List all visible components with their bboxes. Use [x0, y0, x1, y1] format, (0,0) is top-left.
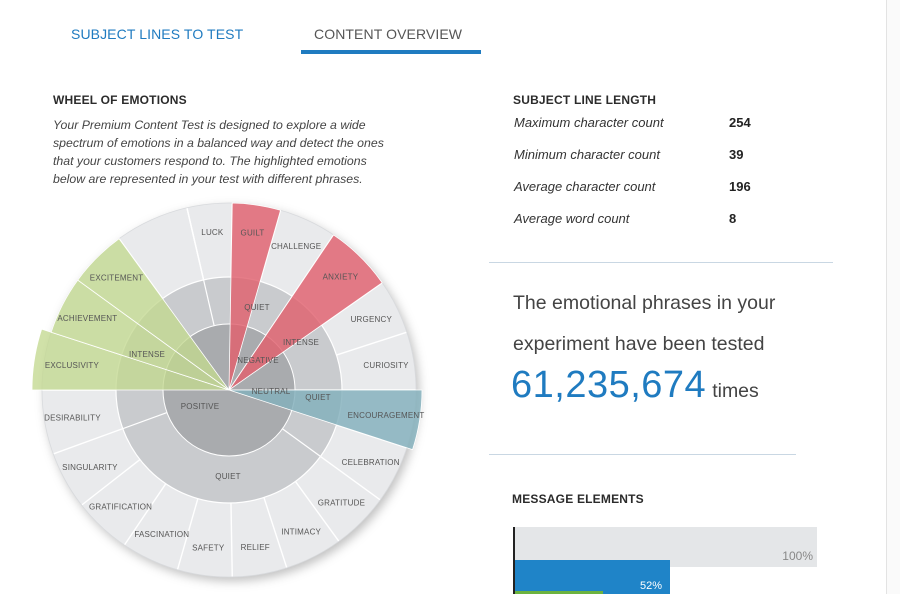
tab-bar: SUBJECT LINES TO TEST CONTENT OVERVIEW	[0, 0, 900, 60]
wheel-sector-divider	[176, 498, 199, 570]
bar-axis	[513, 527, 515, 594]
wheel-description-line: that your customers respond to. The high…	[53, 154, 367, 168]
stat-row-avg-words: Average word count 8	[514, 211, 774, 231]
bar-blue-label: 52%	[639, 580, 662, 592]
wheel-sector-divider	[336, 331, 408, 356]
wheel-sector-divider	[294, 481, 340, 542]
wheel-sector-divider	[81, 459, 141, 506]
stat-label: Minimum character count	[514, 147, 660, 162]
wheel-middle-divider	[202, 279, 215, 326]
highlight-wedge-anxiety	[228, 234, 383, 391]
highlight-wedge-encouragement	[228, 389, 423, 451]
wheel-description-line: below are represented in your test with …	[53, 172, 363, 186]
bar-green-segment	[515, 591, 603, 594]
highlight-wedge-excitement	[77, 238, 230, 391]
middle-label-quiet-neutral: QUIET	[305, 393, 330, 402]
emotion-label-gratification: GRATIFICATION	[89, 502, 152, 511]
stat-row-avg-chars: Average character count 196	[514, 179, 774, 199]
emotion-label-urgency: URGENCY	[351, 315, 393, 324]
message-elements-title: MESSAGE ELEMENTS	[512, 492, 644, 506]
stat-value: 196	[729, 179, 751, 194]
wheel-middle-divider	[282, 428, 321, 457]
section-divider	[489, 454, 796, 455]
tab-content-overview[interactable]: CONTENT OVERVIEW	[314, 26, 463, 42]
tested-text-line-1: The emotional phrases in your	[513, 292, 776, 314]
emotion-label-anxiety: ANXIETY	[323, 273, 359, 282]
emotion-label-challenge: CHALLENGE	[271, 242, 321, 251]
emotion-label-achievement: ACHIEVEMENT	[57, 314, 117, 323]
wheel-of-emotions-title: WHEEL OF EMOTIONS	[53, 93, 187, 107]
wheel-description-line: spectrum of emotions in a balanced way a…	[53, 136, 384, 150]
emotion-label-singularity: SINGULARITY	[62, 463, 118, 472]
wheel-sector-divider	[186, 207, 205, 281]
wheel-of-emotions-chart: POSITIVE NEGATIVE NEUTRAL INTENSE QUIET …	[31, 202, 424, 578]
bar-total-label: 100%	[782, 549, 813, 563]
middle-label-intense-positive: INTENSE	[129, 350, 165, 359]
bar-blue-segment: 52%	[515, 560, 670, 594]
emotion-label-desirability: DESIRABILITY	[44, 414, 101, 423]
inner-label-negative: NEGATIVE	[237, 356, 278, 365]
inner-label-neutral: NEUTRAL	[252, 387, 291, 396]
tested-count-line: 61,235,674 times	[511, 364, 759, 407]
emotion-label-exclusivity: EXCLUSIVITY	[45, 361, 100, 370]
wheel-highlighted-emotions	[31, 202, 423, 451]
middle-label-quiet-positive: QUIET	[215, 472, 240, 481]
wheel-sector-divider	[123, 483, 167, 546]
highlight-wedge-guilt	[228, 202, 282, 391]
wheel-sector-divider	[320, 455, 381, 501]
stat-value: 39	[729, 147, 744, 162]
subject-line-length-title: SUBJECT LINE LENGTH	[513, 93, 657, 107]
emotion-label-intimacy: INTIMACY	[281, 528, 321, 537]
emotion-label-safety: SAFETY	[192, 544, 225, 553]
stat-label: Average word count	[514, 211, 630, 226]
wheel-sector-divider	[53, 427, 124, 455]
stat-value: 254	[729, 115, 751, 130]
wheel-description: Your Premium Content Test is designed to…	[53, 116, 433, 188]
middle-label-quiet-negative: QUIET	[244, 303, 269, 312]
stat-label: Maximum character count	[514, 115, 664, 130]
middle-label-intense-negative: INTENSE	[283, 338, 319, 347]
emotion-label-fascination: FASCINATION	[134, 530, 189, 539]
emotion-label-celebration: CELEBRATION	[342, 458, 400, 467]
stat-label: Average character count	[514, 179, 656, 194]
tested-count: 61,235,674	[511, 364, 707, 406]
inner-label-positive: POSITIVE	[181, 402, 220, 411]
stat-value: 8	[729, 211, 737, 226]
emotion-label-excitement: EXCITEMENT	[90, 274, 144, 283]
emotion-label-gratitude: GRATITUDE	[318, 498, 365, 507]
wheel-labels: POSITIVE NEGATIVE NEUTRAL INTENSE QUIET …	[44, 228, 424, 553]
tab-subject-lines-to-test[interactable]: SUBJECT LINES TO TEST	[71, 26, 244, 42]
emotion-label-relief: RELIEF	[241, 543, 270, 552]
emotion-label-luck: LUCK	[201, 228, 224, 237]
tested-count-unit: times	[712, 380, 759, 402]
active-tab-indicator	[301, 50, 481, 54]
wheel-sector-divider	[263, 497, 288, 569]
emotion-label-curiosity: CURIOSITY	[363, 361, 409, 370]
emotion-label-guilt: GUILT	[241, 229, 265, 238]
stat-row-max-chars: Maximum character count 254	[514, 115, 774, 135]
wheel-sector-divider	[230, 502, 233, 577]
stat-row-min-chars: Minimum character count 39	[514, 147, 774, 167]
tested-text-line-2: experiment have been tested	[513, 333, 765, 355]
section-divider	[489, 262, 833, 263]
right-edge-panel	[886, 0, 900, 594]
wheel-middle-divider	[122, 412, 168, 430]
highlight-wedge-exclusivity	[31, 328, 230, 391]
wheel-description-line: Your Premium Content Test is designed to…	[53, 118, 366, 132]
emotion-label-encouragement: ENCOURAGEMENT	[348, 411, 425, 420]
